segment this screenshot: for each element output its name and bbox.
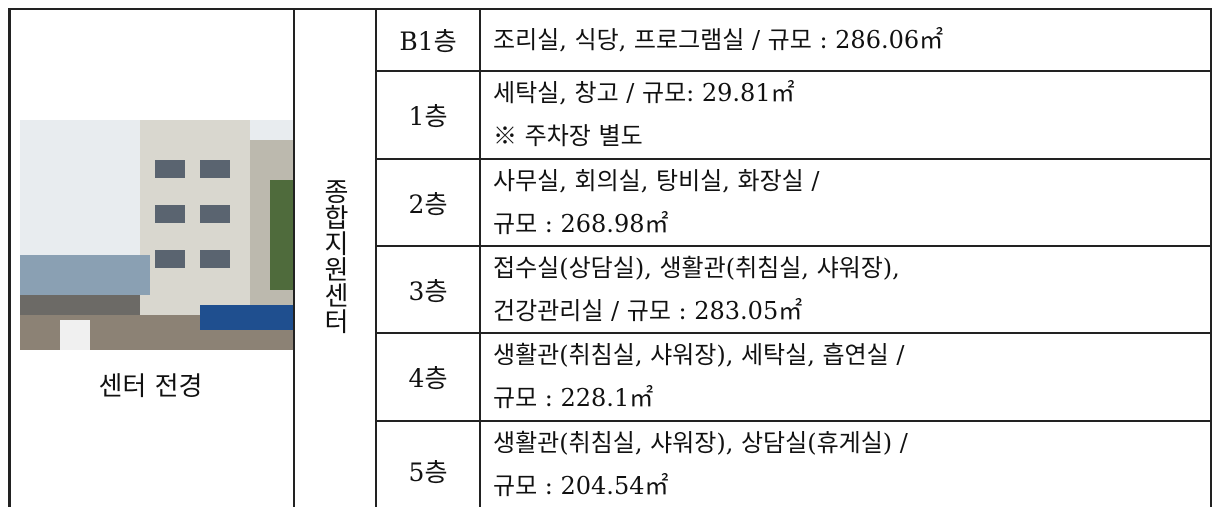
section-title: 종합지원센터: [312, 178, 356, 334]
description-line: 건강관리실 / 규모 : 283.05㎡: [493, 290, 1212, 333]
description-line: 세탁실, 창고 / 규모: 29.81㎡: [493, 72, 1212, 115]
floor-cell: 2층: [375, 158, 479, 245]
description-line: 사무실, 회의실, 탕비실, 화장실 /: [493, 160, 1212, 203]
photo-caption: 센터 전경: [8, 366, 293, 403]
floor-cell: 4층: [375, 332, 479, 420]
description-line: 규모 : 204.54㎡: [493, 465, 1212, 507]
page: 센터 전경 종합지원센터 B1층 조리실, 식당, 프로그램실 / 규모 : 28…: [0, 0, 1226, 507]
description-line: 생활관(취침실, 샤워장), 상담실(휴게실) /: [493, 422, 1212, 465]
center-photo: [20, 120, 293, 350]
description-cell: 접수실(상담실), 생활관(취침실, 샤워장),건강관리실 / 규모 : 283…: [479, 245, 1212, 332]
description-line: 조리실, 식당, 프로그램실 / 규모 : 286.06㎡: [493, 19, 943, 62]
description-line: 접수실(상담실), 생활관(취침실, 샤워장),: [493, 247, 1212, 290]
floor-cell: 1층: [375, 70, 479, 158]
floor-cell: 5층: [375, 420, 479, 507]
description-line: 생활관(취침실, 샤워장), 세탁실, 흡연실 /: [493, 334, 1212, 377]
description-cell: 생활관(취침실, 샤워장), 세탁실, 흡연실 /규모 : 228.1㎡: [479, 332, 1212, 420]
description-line: ※ 주차장 별도: [493, 115, 1212, 158]
description-cell: 세탁실, 창고 / 규모: 29.81㎡※ 주차장 별도: [479, 70, 1212, 158]
description-line: 규모 : 228.1㎡: [493, 377, 1212, 420]
description-cell: 조리실, 식당, 프로그램실 / 규모 : 286.06㎡: [479, 8, 1212, 70]
floor-cell: B1층: [375, 8, 479, 70]
description-cell: 생활관(취침실, 샤워장), 상담실(휴게실) /규모 : 204.54㎡: [479, 420, 1212, 507]
floor-cell: 3층: [375, 245, 479, 332]
description-line: 규모 : 268.98㎡: [493, 203, 1212, 246]
description-cell: 사무실, 회의실, 탕비실, 화장실 /규모 : 268.98㎡: [479, 158, 1212, 245]
